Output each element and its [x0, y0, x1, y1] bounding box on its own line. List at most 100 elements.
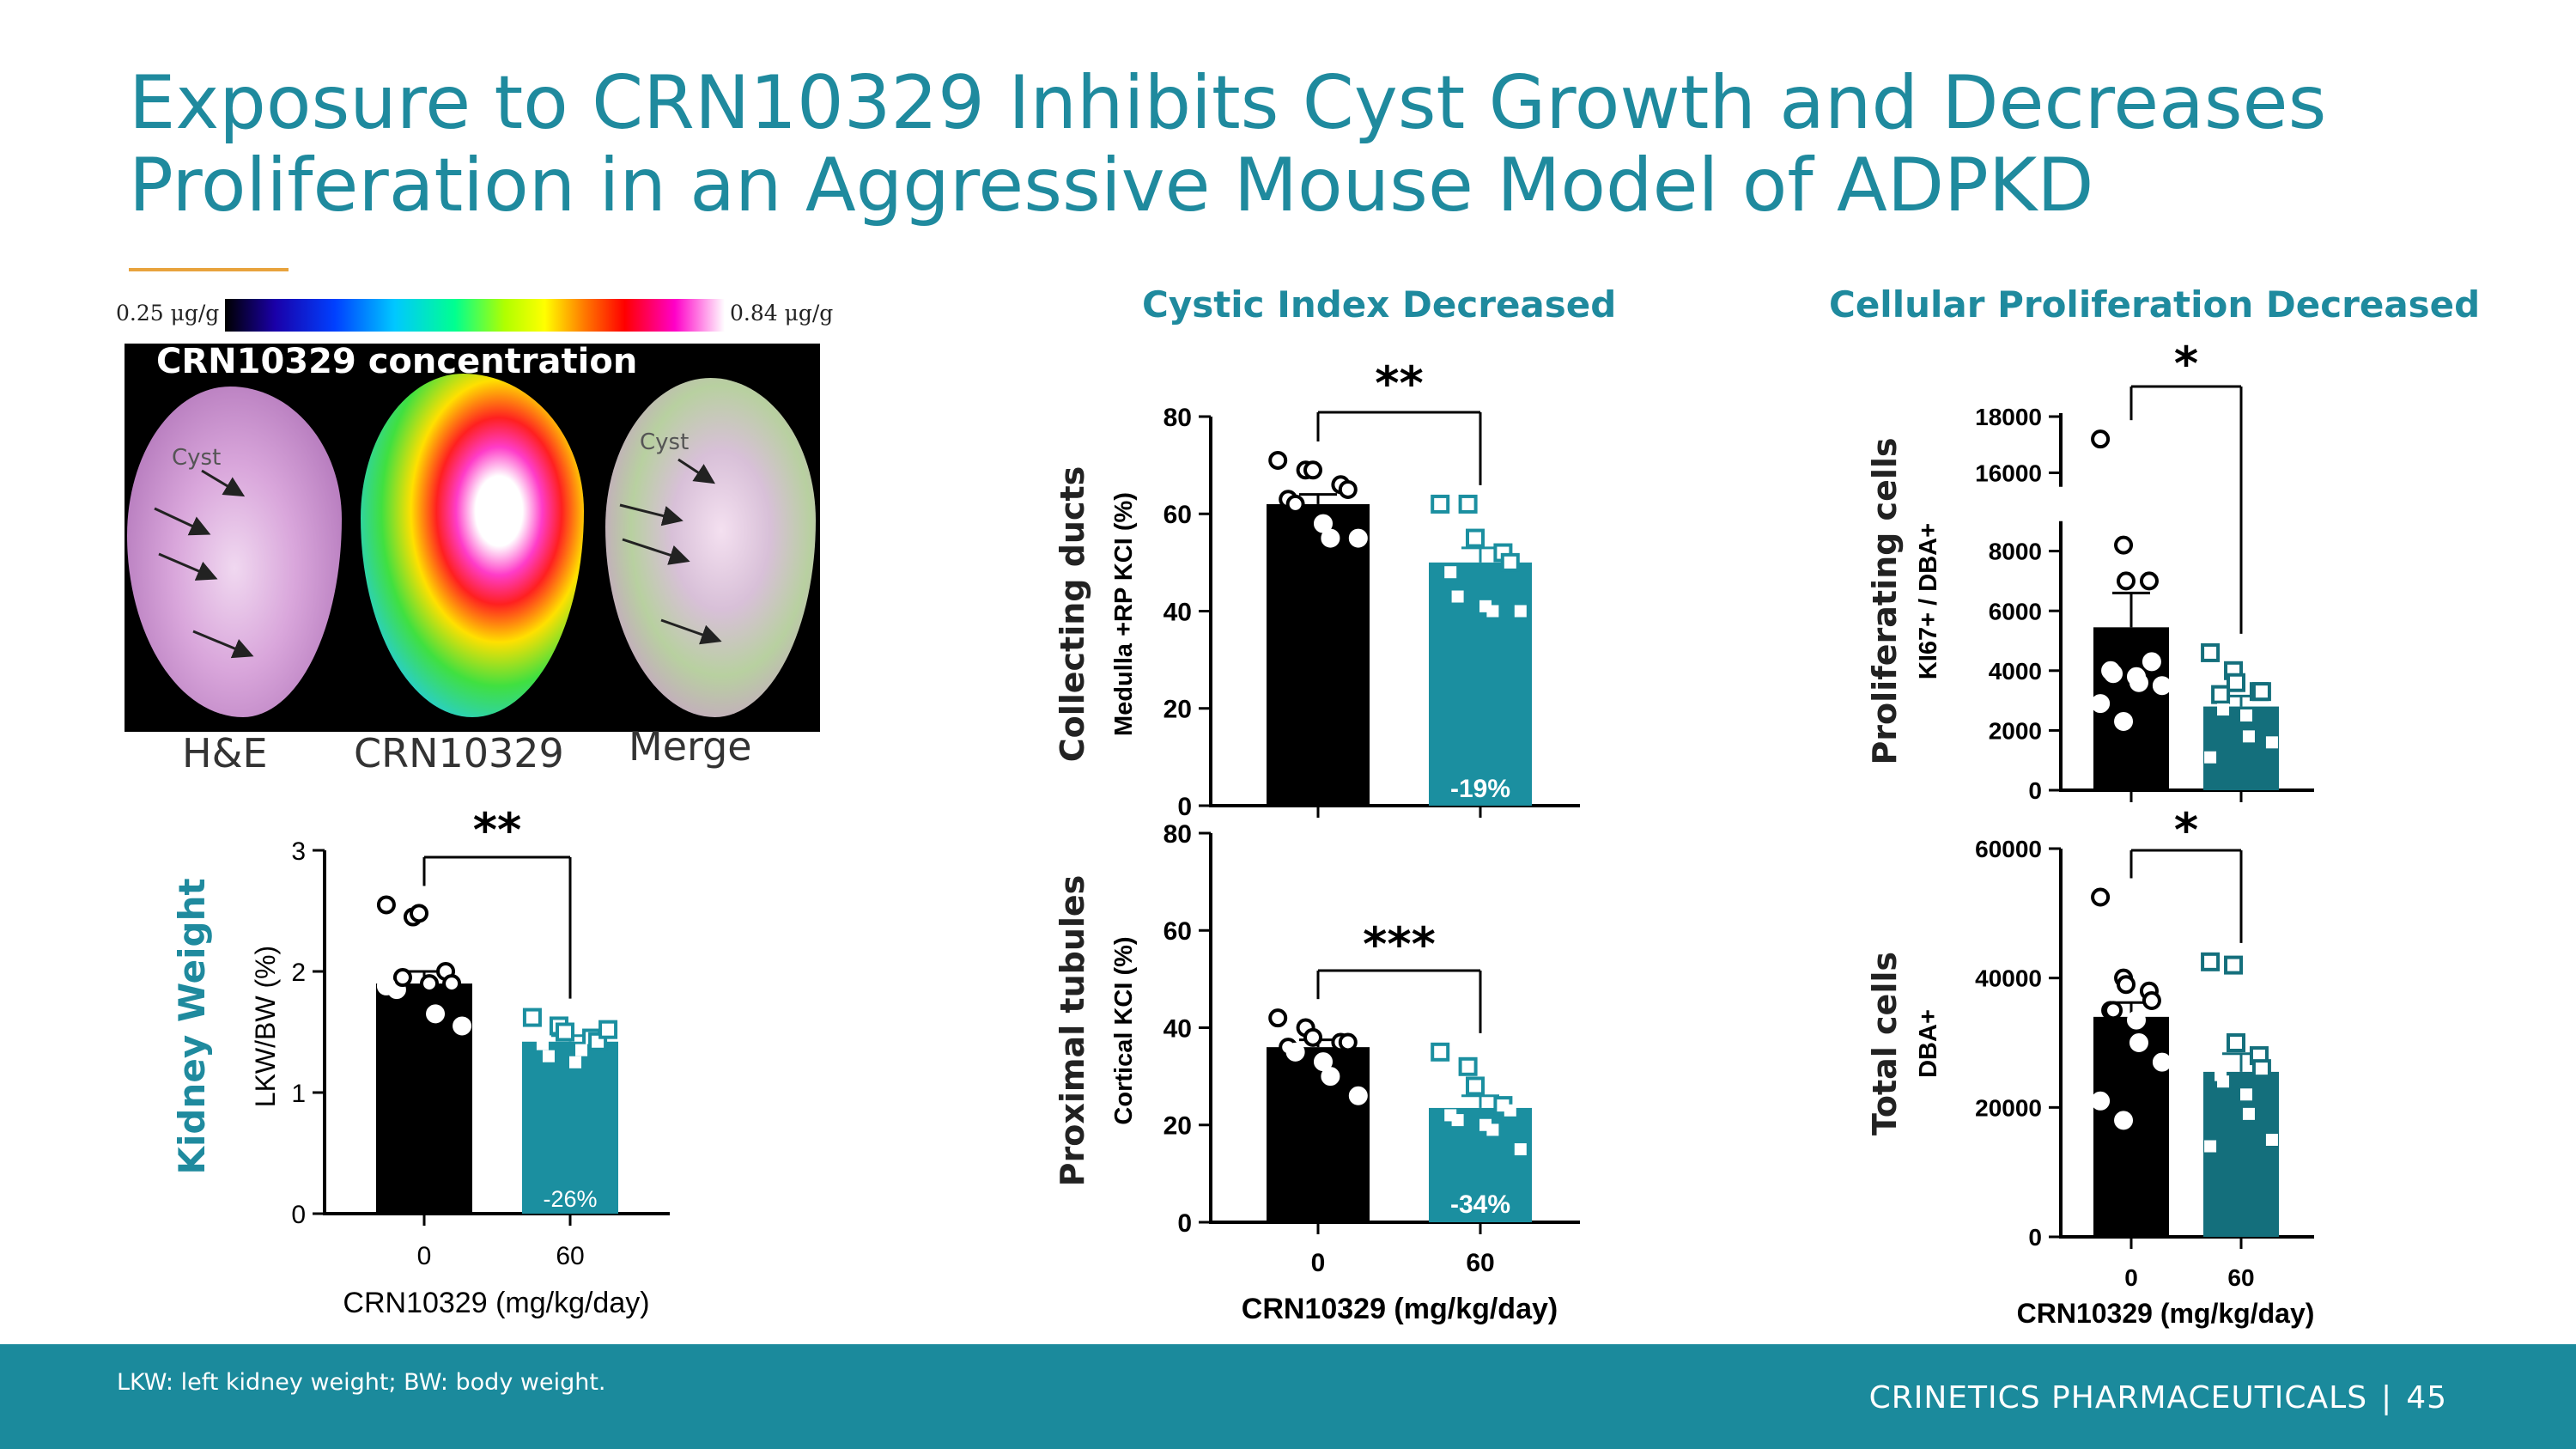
significance-stars: *: [2174, 337, 2198, 391]
bar-treated: [1429, 562, 1532, 806]
company-name: CRINETICS PHARMACEUTICALS: [1868, 1380, 2368, 1416]
data-point-treated: [1514, 1143, 1527, 1156]
y-tick-label: 0: [2028, 777, 2042, 804]
y-tick-label: 2000: [1989, 717, 2042, 744]
data-point-control: [420, 974, 439, 994]
data-point-treated: [542, 1050, 555, 1062]
x-tick-label: 60: [1466, 1249, 1494, 1277]
y-tick-label: 20000: [1975, 1094, 2042, 1121]
x-tick-label: 0: [417, 1242, 432, 1270]
y-axis-label: Proximal tubules: [1054, 875, 1091, 1187]
y-tick-label: 40: [1163, 1014, 1192, 1043]
data-point-control: [2117, 571, 2136, 591]
footer-bar: [0, 1344, 2576, 1449]
data-point-control: [1268, 1008, 1288, 1028]
data-point-treated: [536, 1038, 549, 1050]
y-tick-label: 40000: [1975, 965, 2042, 992]
data-point-control: [453, 1016, 472, 1036]
y-tick-label: 8000: [1989, 539, 2042, 565]
data-point-treated: [2201, 952, 2221, 971]
data-point-treated: [1486, 605, 1499, 618]
data-point-treated: [575, 1044, 588, 1056]
data-point-treated: [2227, 1033, 2245, 1052]
x-axis-label: CRN10329 (mg/kg/day): [343, 1287, 649, 1319]
data-point-control: [2129, 673, 2148, 692]
data-point-treated: [1466, 528, 1485, 548]
data-point-control: [1285, 494, 1305, 514]
data-point-control: [376, 976, 396, 995]
x-tick-label: 0: [2124, 1264, 2138, 1291]
bar-control: [1267, 1047, 1370, 1222]
y-tick-label: 20: [1163, 696, 1192, 724]
data-point-treated: [2251, 682, 2271, 702]
data-point-control: [2091, 429, 2111, 449]
data-point-treated: [522, 1008, 542, 1027]
y-axis-sublabel: DBA+: [1915, 1009, 1942, 1078]
data-point-treated: [1486, 1123, 1499, 1136]
data-point-control: [2114, 1111, 2134, 1130]
panel-label-crn10329: CRN10329: [354, 730, 564, 776]
chart-title: Kidney Weight: [171, 878, 213, 1174]
bar-control: [1267, 503, 1370, 806]
data-point-treated: [1500, 552, 1520, 572]
data-point-treated: [2240, 1088, 2252, 1101]
data-point-treated: [2224, 955, 2244, 975]
data-point-control: [1314, 1052, 1333, 1072]
y-tick-label: 2: [291, 959, 306, 987]
data-point-control: [2142, 652, 2161, 672]
slide-title-line1: Exposure to CRN10329 Inhibits Cyst Growt…: [129, 60, 2327, 146]
data-point-control: [1348, 528, 1368, 548]
footnote: LKW: left kidney weight; BW: body weight…: [117, 1369, 606, 1396]
data-point-treated: [2204, 751, 2217, 764]
y-tick-label: 0: [2028, 1224, 2042, 1251]
significance-stars: ***: [1363, 917, 1436, 971]
x-tick-label: 0: [1311, 1249, 1326, 1277]
data-point-control: [1285, 1042, 1305, 1062]
data-point-treated: [1431, 494, 1450, 514]
bar-control: [2093, 1016, 2169, 1237]
data-point-control: [1348, 1086, 1368, 1105]
panel-label-he: H&E: [182, 730, 268, 776]
footer-brand: CRINETICS PHARMACEUTICALS | 45: [1869, 1380, 2447, 1416]
concentration-colorbar: [225, 299, 725, 332]
data-point-control: [1303, 460, 1322, 480]
data-point-treated: [2217, 703, 2230, 716]
data-point-control: [2091, 887, 2111, 907]
y-tick-label: 1: [291, 1080, 306, 1108]
cyst-label-he: Cyst: [172, 445, 222, 471]
data-point-control: [1338, 479, 1358, 499]
y-tick-label: 4000: [1989, 658, 2042, 685]
slide-title: Exposure to CRN10329 Inhibits Cyst Growt…: [129, 62, 2533, 227]
data-point-treated: [2211, 685, 2231, 704]
y-axis-sublabel: Cortical KCI (%): [1110, 936, 1138, 1124]
y-tick-label: 60000: [1975, 836, 2042, 862]
data-point-control: [2104, 1001, 2123, 1020]
percent-change-label: -34%: [1450, 1190, 1510, 1219]
y-tick-label: 6000: [1989, 598, 2042, 624]
data-point-treated: [569, 1056, 581, 1068]
data-point-treated: [1504, 1104, 1516, 1117]
he-kidney-image: [127, 387, 342, 717]
data-point-control: [410, 904, 428, 923]
y-axis-label: Total cells: [1866, 952, 1904, 1135]
panel-label-merge: Merge: [629, 723, 752, 770]
concentration-overlay-title: CRN10329 concentration: [156, 342, 638, 381]
y-tick-label: 60: [1163, 917, 1192, 946]
data-point-control: [1314, 514, 1333, 533]
data-point-treated: [2227, 673, 2245, 692]
data-point-control: [376, 895, 396, 915]
slide-title-line2: Proliferation in an Aggressive Mouse Mod…: [129, 143, 2094, 228]
data-point-control: [2152, 676, 2172, 696]
y-axis-label: Collecting ducts: [1054, 466, 1091, 763]
percent-change-label: -26%: [543, 1186, 597, 1212]
data-point-control: [2091, 694, 2111, 714]
data-point-control: [2152, 1052, 2172, 1072]
data-point-treated: [1458, 1056, 1478, 1076]
data-point-control: [1321, 528, 1340, 548]
page-number: 45: [2406, 1380, 2447, 1416]
data-point-treated: [2265, 736, 2278, 749]
data-point-treated: [1451, 1114, 1464, 1127]
x-axis-label: CRN10329 (mg/kg/day): [2017, 1298, 2315, 1329]
data-point-treated: [1444, 566, 1457, 579]
data-point-control: [1268, 450, 1288, 470]
